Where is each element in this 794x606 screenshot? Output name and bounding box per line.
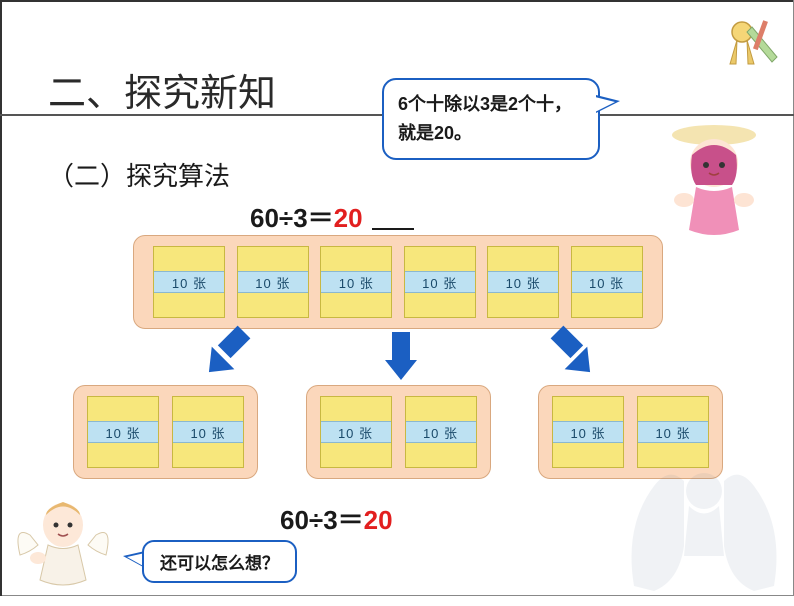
girl-character-icon [654,115,774,240]
ten-card: 10 张 [404,246,476,318]
card-label: 10 张 [173,421,243,443]
card-label: 10 张 [406,421,476,443]
equation-bottom-answer: 20 [364,505,393,535]
arrow-head-icon [385,360,417,380]
subsection-title: （二）探究算法 [48,156,230,193]
ten-card: 10 张 [405,396,477,468]
ten-card: 10 张 [487,246,559,318]
card-label: 10 张 [154,271,224,293]
group-container: 10 张 10 张 [73,385,258,479]
ten-card: 10 张 [172,396,244,468]
ten-card: 10 张 [320,246,392,318]
ten-card: 10 张 [153,246,225,318]
frame-border-left [0,0,2,596]
ten-card: 10 张 [87,396,159,468]
bubble-line-1: 6个十除以3是2个十， [398,90,584,119]
bubble-line-2: 就是20。 [398,119,584,148]
question-bubble: 还可以怎么想？ [142,540,297,583]
bubble-tail-icon [596,95,620,113]
ten-card: 10 张 [571,246,643,318]
frame-border-top [0,0,794,2]
card-label: 10 张 [88,421,158,443]
card-label: 10 张 [321,421,391,443]
card-label: 10 张 [572,271,642,293]
split-arrow-icon [551,326,584,359]
equation-top-expr: 60÷3＝ [250,203,334,233]
equation-bottom: 60÷3＝20 [280,500,393,537]
split-arrow-icon [392,332,410,362]
ten-card: 10 张 [237,246,309,318]
split-arrow-icon [218,326,251,359]
equation-top: 60÷3＝20 [250,198,363,235]
hands-watermark-icon [604,406,794,606]
answer-blank-underline [372,228,414,230]
equation-bottom-expr: 60÷3＝ [280,505,364,535]
compass-ruler-icon [722,12,782,72]
angel-character-icon [8,480,128,590]
card-label: 10 张 [321,271,391,293]
card-label: 10 张 [488,271,558,293]
ten-card: 10 张 [320,396,392,468]
equation-top-answer: 20 [334,203,363,233]
card-label: 10 张 [405,271,475,293]
section-title: 二、探究新知 [48,62,276,117]
explanation-bubble: 6个十除以3是2个十， 就是20。 [382,78,600,160]
top-cards-container: 10 张 10 张 10 张 10 张 10 张 10 张 [133,235,663,329]
card-label: 10 张 [238,271,308,293]
group-container: 10 张 10 张 [306,385,491,479]
